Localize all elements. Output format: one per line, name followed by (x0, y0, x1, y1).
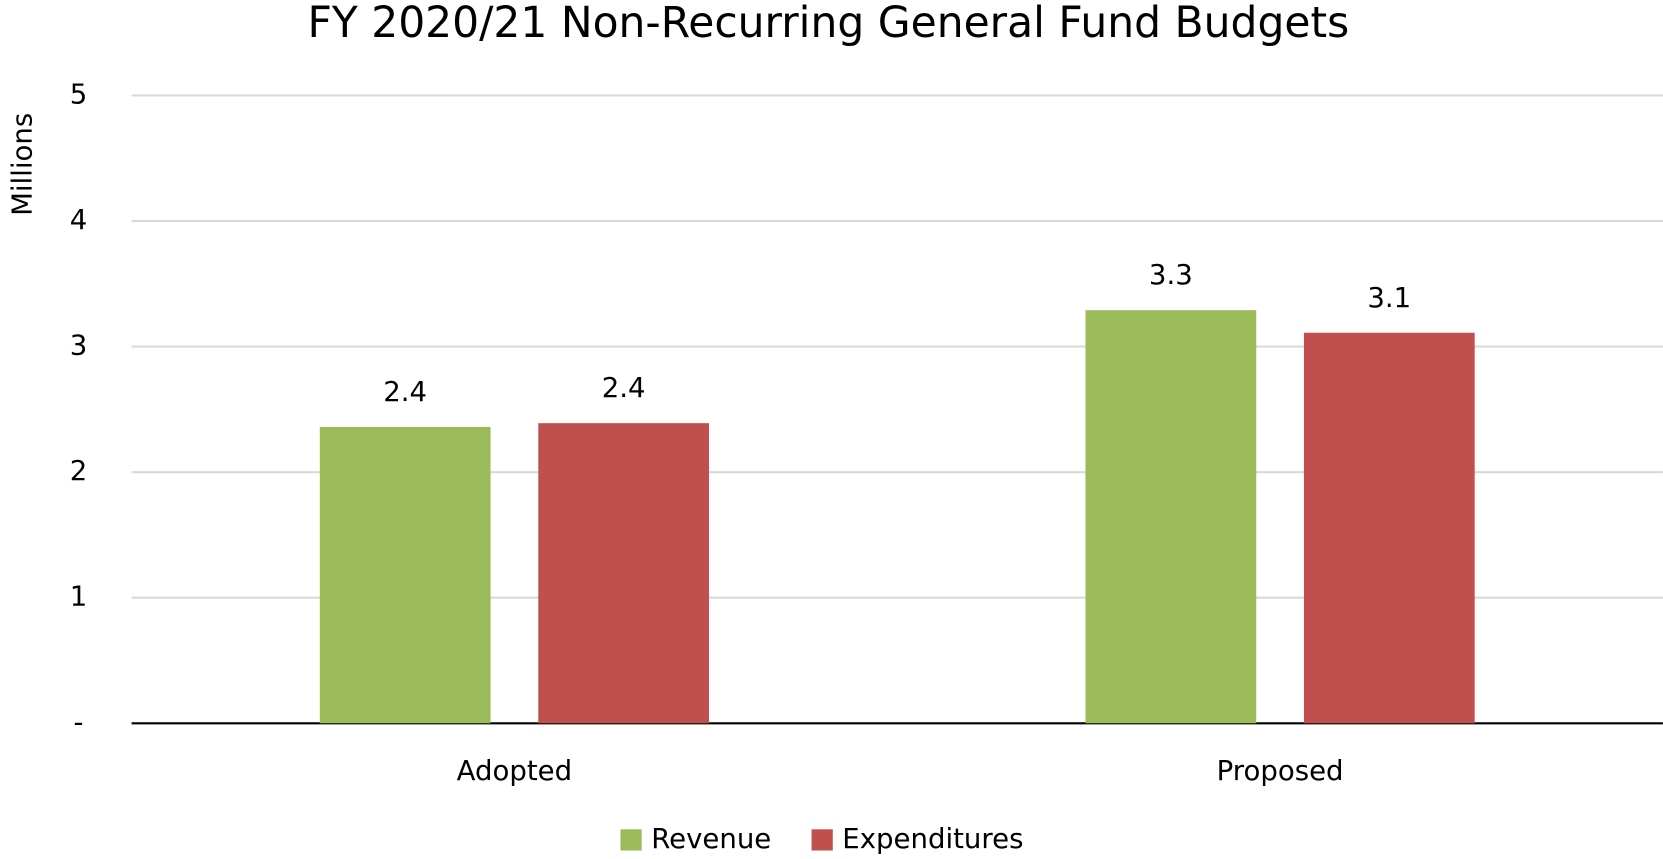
x-tick-label: Adopted (457, 754, 573, 787)
y-tick-label: 4 (70, 203, 88, 236)
x-tick-label: Proposed (1217, 754, 1344, 787)
data-label: 3.1 (1367, 281, 1411, 314)
y-tick-label: 3 (70, 329, 88, 362)
y-axis-label: Millions (5, 113, 38, 216)
legend-label: Expenditures (842, 822, 1023, 855)
bar (319, 426, 491, 724)
y-tick-label: 5 (70, 77, 88, 110)
y-tick-label: 2 (70, 454, 88, 487)
data-label: 2.4 (383, 375, 427, 408)
y-tick-label: 1 (70, 580, 88, 613)
bar (1303, 332, 1475, 724)
bar (1085, 310, 1257, 724)
data-label: 2.4 (602, 371, 646, 404)
data-label: 3.3 (1149, 258, 1193, 291)
y-tick-label: - (74, 705, 84, 738)
legend-label: Revenue (651, 822, 771, 855)
legend-swatch (620, 829, 642, 851)
legend-swatch (811, 829, 833, 851)
bar (538, 423, 710, 724)
chart-title: FY 2020/21 Non-Recurring General Fund Bu… (307, 0, 1349, 48)
